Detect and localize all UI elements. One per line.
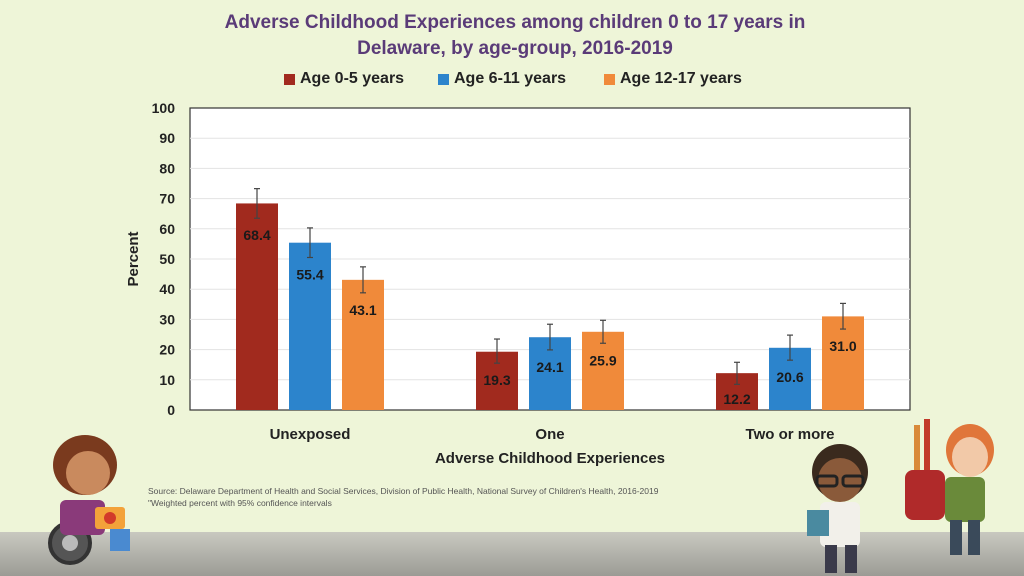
data-label: 43.1 <box>349 302 376 318</box>
y-tick-label: 30 <box>159 311 175 327</box>
y-tick-label: 20 <box>159 342 175 358</box>
data-label: 55.4 <box>296 266 323 282</box>
y-tick-label: 0 <box>167 402 175 418</box>
legend-label-age-12-17: Age 12-17 years <box>620 70 742 87</box>
chart-legend: Age 0-5 years Age 6-11 years Age 12-17 y… <box>280 70 780 90</box>
legend-item-age-0-5: Age 0-5 years <box>284 70 404 88</box>
y-tick-label: 40 <box>159 281 175 297</box>
legend-label-age-6-11: Age 6-11 years <box>454 70 567 87</box>
data-label: 24.1 <box>536 359 563 375</box>
x-axis-label: Adverse Childhood Experiences <box>435 450 665 467</box>
boy-backpack-illustration <box>905 419 994 555</box>
data-label: 20.6 <box>776 369 803 385</box>
bar <box>342 279 384 410</box>
y-tick-label: 60 <box>159 221 175 237</box>
x-tick-label: Unexposed <box>270 426 351 443</box>
y-tick-label: 90 <box>159 130 175 146</box>
y-tick-label: 50 <box>159 251 175 267</box>
source-line-2: "Weighted percent with 95% confidence in… <box>148 498 332 508</box>
y-axis-label: Percent <box>125 231 142 286</box>
legend-swatch-age-12-17 <box>604 73 615 85</box>
y-tick-label: 100 <box>152 100 176 116</box>
data-label: 19.3 <box>483 372 510 388</box>
chart-title: Adverse Childhood Experiences among chil… <box>150 10 880 62</box>
source-note: Source: Delaware Department of Health an… <box>148 485 658 509</box>
y-tick-label: 10 <box>159 372 175 388</box>
chart-title-line-1: Adverse Childhood Experiences among chil… <box>224 12 806 33</box>
data-label: 12.2 <box>723 391 750 407</box>
girl-wheelchair-illustration <box>48 435 130 565</box>
y-tick-label: 70 <box>159 191 175 207</box>
data-label: 25.9 <box>589 352 616 368</box>
data-label: 31.0 <box>829 338 856 354</box>
bar <box>822 316 864 410</box>
bar <box>289 242 331 410</box>
legend-item-age-12-17: Age 12-17 years <box>604 70 742 88</box>
chart-title-line-2: Delaware, by age-group, 2016-2019 <box>357 38 673 59</box>
legend-swatch-age-6-11 <box>438 73 449 85</box>
x-tick-label: Two or more <box>746 426 835 443</box>
x-tick-label: One <box>535 426 564 443</box>
bar <box>582 331 624 410</box>
legend-item-age-6-11: Age 6-11 years <box>438 70 566 88</box>
y-tick-label: 80 <box>159 160 175 176</box>
data-label: 68.4 <box>243 227 270 243</box>
source-line-1: Source: Delaware Department of Health an… <box>148 486 659 496</box>
bar <box>236 203 278 410</box>
legend-label-age-0-5: Age 0-5 years <box>300 70 405 87</box>
legend-swatch-age-0-5 <box>284 73 295 85</box>
boy-glasses-illustration <box>807 444 868 573</box>
